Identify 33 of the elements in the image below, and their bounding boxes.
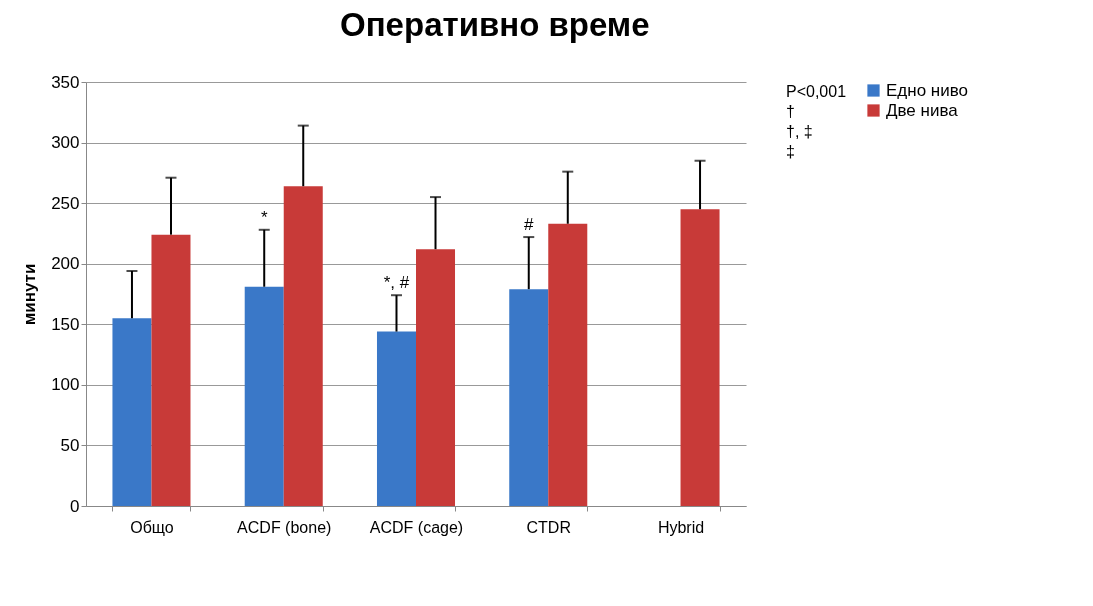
chart-title: Оперативно време <box>340 6 650 43</box>
x-tick-label: Общо <box>130 518 174 536</box>
x-tick-label: Hybrid <box>657 518 705 536</box>
bar <box>283 186 323 506</box>
y-tick-label: 350 <box>51 72 80 92</box>
x-tick-label: ACDF (bone) <box>237 518 332 536</box>
y-tick-label: 100 <box>51 375 80 395</box>
y-tick-label: 200 <box>51 254 80 274</box>
y-tick-label: 0 <box>70 496 80 516</box>
annotation: *, # <box>383 273 410 293</box>
legend-label: Две нива <box>886 100 959 120</box>
y-tick-label: 250 <box>51 193 80 213</box>
y-tick-label: 50 <box>60 435 80 455</box>
bar <box>244 286 284 506</box>
bar <box>151 234 191 506</box>
text: †, ‡ <box>786 123 813 140</box>
text: † <box>786 103 795 120</box>
y-axis-title: минути <box>20 263 40 326</box>
y-tick-label: 300 <box>51 133 80 153</box>
x-tick-label: ACDF (cage) <box>369 518 464 536</box>
bar <box>680 209 720 506</box>
bar <box>509 289 549 506</box>
y-tick-label: 150 <box>51 314 80 334</box>
bar <box>112 318 152 506</box>
x-tick-label: CTDR <box>526 518 571 536</box>
bar <box>548 223 588 506</box>
text: P<0,001 <box>786 83 847 100</box>
annotation: # <box>524 215 535 235</box>
legend-label: Едно ниво <box>886 80 969 100</box>
bar <box>376 331 416 506</box>
annotation: * <box>260 207 268 227</box>
bar <box>416 249 456 506</box>
text: ‡ <box>786 143 795 160</box>
